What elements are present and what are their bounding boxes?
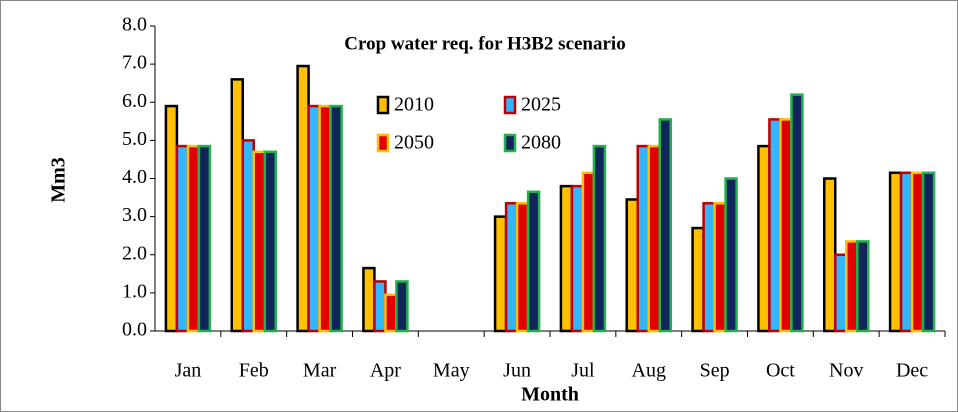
x-tick-label: Mar — [303, 360, 337, 382]
bar — [504, 202, 519, 333]
bar — [175, 144, 190, 333]
y-tick-label: 8.0 — [122, 14, 147, 36]
bar — [296, 64, 310, 333]
bar — [241, 139, 255, 333]
x-tick-label: Feb — [239, 360, 269, 382]
bar — [197, 144, 212, 333]
y-tick-label: 4.0 — [122, 166, 147, 188]
bar — [384, 293, 398, 333]
x-tick-label: Dec — [896, 360, 928, 382]
bar — [856, 240, 870, 333]
x-tick-label: May — [433, 360, 470, 382]
y-tick-label: 3.0 — [122, 204, 147, 226]
bar — [779, 118, 793, 333]
bar — [526, 190, 541, 333]
bar — [230, 78, 244, 333]
bar — [921, 171, 936, 333]
legend-label: 2010 — [394, 94, 434, 116]
bar — [625, 198, 639, 333]
bar — [713, 202, 727, 333]
bar — [691, 226, 705, 333]
bar — [263, 150, 277, 333]
bar — [493, 215, 508, 333]
y-axis-label: Mm3 — [48, 157, 70, 203]
legend-swatch — [376, 133, 390, 153]
bar — [559, 184, 574, 333]
x-tick-label: Jun — [503, 360, 531, 382]
bar — [252, 150, 266, 333]
bar — [164, 104, 179, 333]
bar — [757, 144, 771, 333]
bar — [888, 171, 903, 333]
bar — [307, 104, 321, 333]
bar — [318, 104, 332, 333]
x-axis-label: Month — [521, 384, 579, 406]
bar — [362, 266, 376, 333]
bar — [581, 171, 596, 333]
legend-label: 2025 — [521, 94, 561, 116]
legend-label: 2050 — [394, 132, 434, 154]
bar — [702, 202, 716, 333]
bar — [910, 171, 925, 333]
bar — [724, 177, 738, 333]
y-tick-label: 7.0 — [122, 52, 147, 74]
x-tick-label: Jul — [571, 360, 595, 382]
legend-swatch — [503, 95, 517, 115]
x-tick-label: Sep — [700, 360, 730, 382]
y-tick-label: 6.0 — [122, 90, 147, 112]
bar — [186, 144, 201, 333]
bar — [834, 253, 848, 333]
bar — [570, 184, 585, 333]
legend-swatch — [503, 133, 517, 153]
x-tick-label: Nov — [829, 360, 863, 382]
bar — [329, 104, 343, 333]
legend-swatch — [376, 95, 390, 115]
bar — [647, 144, 661, 333]
bar — [845, 240, 859, 333]
bar — [658, 118, 672, 333]
x-tick-label: Aug — [632, 360, 666, 382]
bar — [790, 93, 804, 333]
legend-label: 2080 — [521, 132, 561, 154]
bar — [515, 202, 530, 333]
bar — [373, 280, 387, 333]
y-tick-label: 5.0 — [122, 128, 147, 150]
chart-title: Crop water req. for H3B2 scenario — [344, 33, 625, 54]
y-tick-label: 1.0 — [122, 280, 147, 302]
y-tick-label: 0.0 — [122, 319, 147, 341]
x-tick-label: Oct — [766, 360, 795, 382]
x-tick-label: Jan — [175, 360, 202, 382]
bar — [823, 177, 837, 333]
y-tick-label: 2.0 — [122, 242, 147, 264]
bar — [592, 144, 607, 333]
bar — [768, 118, 782, 333]
bar — [636, 144, 650, 333]
bar — [899, 171, 914, 333]
x-tick-label: Apr — [370, 360, 401, 382]
bar — [395, 280, 409, 333]
